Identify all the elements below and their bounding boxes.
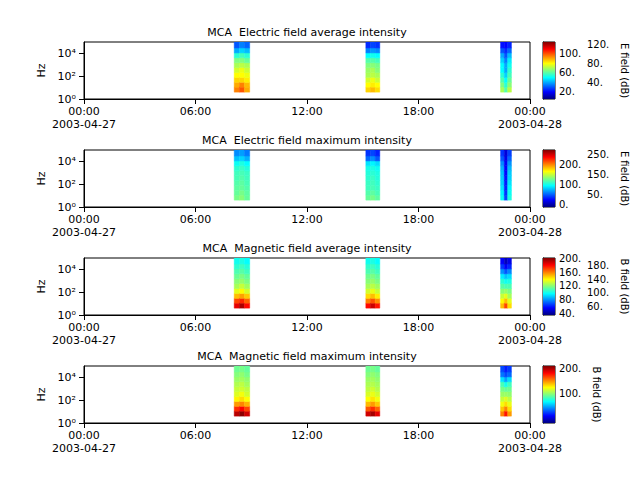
svg-text:18:00: 18:00: [403, 105, 435, 118]
svg-text:2003-04-27: 2003-04-27: [52, 442, 116, 455]
svg-text:10⁰: 10⁰: [58, 309, 77, 322]
svg-text:B field (dB): B field (dB): [619, 259, 630, 315]
svg-text:00:00: 00:00: [514, 213, 546, 226]
svg-text:100.: 100.: [559, 48, 581, 59]
svg-text:10⁰: 10⁰: [58, 93, 77, 106]
svg-text:2003-04-27: 2003-04-27: [52, 334, 116, 347]
svg-text:10⁰: 10⁰: [58, 417, 77, 430]
svg-text:00:00: 00:00: [68, 321, 100, 334]
svg-text:00:00: 00:00: [68, 213, 100, 226]
svg-text:60.: 60.: [559, 67, 575, 78]
svg-text:100.: 100.: [587, 287, 609, 298]
svg-text:250.: 250.: [587, 149, 609, 160]
svg-text:2003-04-27: 2003-04-27: [52, 226, 116, 239]
svg-text:60.: 60.: [587, 301, 603, 312]
svg-text:2003-04-28: 2003-04-28: [498, 334, 562, 347]
svg-text:10⁴: 10⁴: [58, 263, 77, 276]
svg-text:10⁴: 10⁴: [58, 155, 77, 168]
svg-text:100.: 100.: [559, 179, 581, 190]
svg-text:2003-04-28: 2003-04-28: [498, 226, 562, 239]
svg-text:2003-04-27: 2003-04-27: [52, 118, 116, 131]
svg-text:40.: 40.: [587, 77, 603, 88]
svg-text:40.: 40.: [559, 308, 575, 319]
svg-text:10²: 10²: [58, 286, 76, 299]
svg-text:00:00: 00:00: [68, 105, 100, 118]
svg-text:200.: 200.: [559, 363, 581, 374]
svg-text:06:00: 06:00: [180, 213, 212, 226]
svg-text:18:00: 18:00: [403, 213, 435, 226]
svg-text:12:00: 12:00: [291, 213, 323, 226]
svg-text:MCA Electric field average in: MCA Electric field average intensity: [207, 26, 407, 39]
svg-text:100.: 100.: [559, 388, 581, 399]
svg-text:120.: 120.: [587, 39, 609, 50]
svg-text:20.: 20.: [559, 86, 575, 97]
svg-text:Hz: Hz: [35, 171, 48, 185]
svg-text:0.: 0.: [559, 199, 569, 210]
svg-text:00:00: 00:00: [68, 429, 100, 442]
svg-text:120.: 120.: [559, 280, 581, 291]
svg-text:80.: 80.: [587, 58, 603, 69]
svg-text:E field (dB): E field (dB): [619, 151, 630, 206]
svg-text:18:00: 18:00: [403, 321, 435, 334]
svg-text:160.: 160.: [559, 267, 581, 278]
svg-text:06:00: 06:00: [180, 321, 212, 334]
svg-text:10²: 10²: [58, 394, 76, 407]
svg-text:200.: 200.: [559, 159, 581, 170]
svg-text:00:00: 00:00: [514, 429, 546, 442]
svg-text:MCA Magnetic field average in: MCA Magnetic field average intensity: [202, 242, 411, 255]
svg-text:180.: 180.: [587, 260, 609, 271]
svg-text:12:00: 12:00: [291, 321, 323, 334]
svg-text:200.: 200.: [559, 253, 581, 264]
svg-text:50.: 50.: [587, 189, 603, 200]
svg-text:Hz: Hz: [35, 387, 48, 401]
svg-text:10⁴: 10⁴: [58, 371, 77, 384]
svg-text:Hz: Hz: [35, 279, 48, 293]
svg-text:12:00: 12:00: [291, 429, 323, 442]
svg-text:2003-04-28: 2003-04-28: [498, 118, 562, 131]
svg-text:10²: 10²: [58, 70, 76, 83]
svg-text:150.: 150.: [587, 169, 609, 180]
svg-text:10²: 10²: [58, 178, 76, 191]
svg-text:2003-04-28: 2003-04-28: [498, 442, 562, 455]
svg-text:E field (dB): E field (dB): [619, 43, 630, 98]
svg-text:18:00: 18:00: [403, 429, 435, 442]
svg-text:00:00: 00:00: [514, 105, 546, 118]
svg-text:00:00: 00:00: [514, 321, 546, 334]
svg-text:10⁰: 10⁰: [58, 201, 77, 214]
svg-text:MCA Magnetic field maximum in: MCA Magnetic field maximum intensity: [197, 350, 417, 363]
svg-text:MCA Electric field maximum in: MCA Electric field maximum intensity: [202, 134, 412, 147]
svg-text:B field (dB): B field (dB): [591, 367, 602, 423]
svg-text:06:00: 06:00: [180, 429, 212, 442]
svg-text:80.: 80.: [559, 294, 575, 305]
svg-text:Hz: Hz: [35, 63, 48, 77]
svg-text:10⁴: 10⁴: [58, 47, 77, 60]
svg-text:140.: 140.: [587, 274, 609, 285]
svg-text:12:00: 12:00: [291, 105, 323, 118]
svg-text:06:00: 06:00: [180, 105, 212, 118]
